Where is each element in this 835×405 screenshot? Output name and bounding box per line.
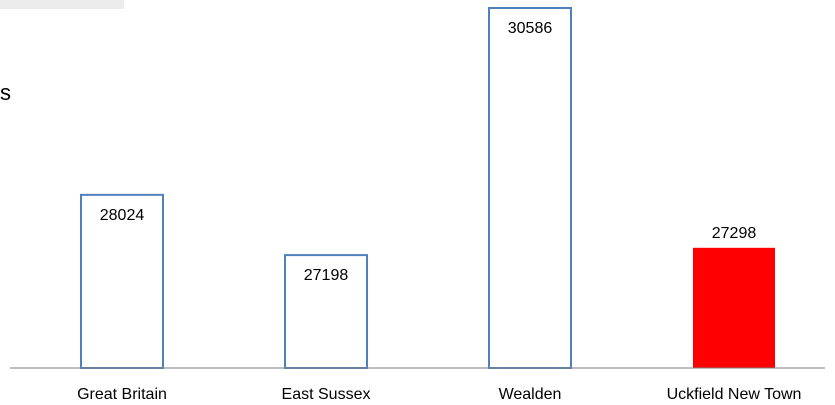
- category-label-uckfield-new-town: Uckfield New Town: [667, 386, 802, 403]
- category-label-great-britain: Great Britain: [77, 386, 167, 403]
- value-label-east-sussex: 27198: [304, 267, 349, 284]
- bar-great-britain: [80, 193, 164, 369]
- category-labels-group: Great Britain East Sussex Wealden Uckfield …: [77, 386, 801, 403]
- value-labels-group: 28024 27198 30586 27298: [100, 20, 757, 284]
- category-label-wealden: Wealden: [499, 386, 562, 403]
- bar-east-sussex: [284, 254, 368, 369]
- top-strip: [0, 0, 124, 9]
- category-label-east-sussex: East Sussex: [282, 386, 371, 403]
- value-label-uckfield-new-town: 27298: [712, 225, 757, 242]
- value-label-wealden: 30586: [508, 20, 553, 37]
- cropped-title-fragment: s: [0, 80, 11, 105]
- bar-wealden: [488, 7, 572, 369]
- value-label-great-britain: 28024: [100, 207, 145, 224]
- bars-group: [80, 7, 775, 369]
- bar-uckfield-new-town: [693, 247, 775, 368]
